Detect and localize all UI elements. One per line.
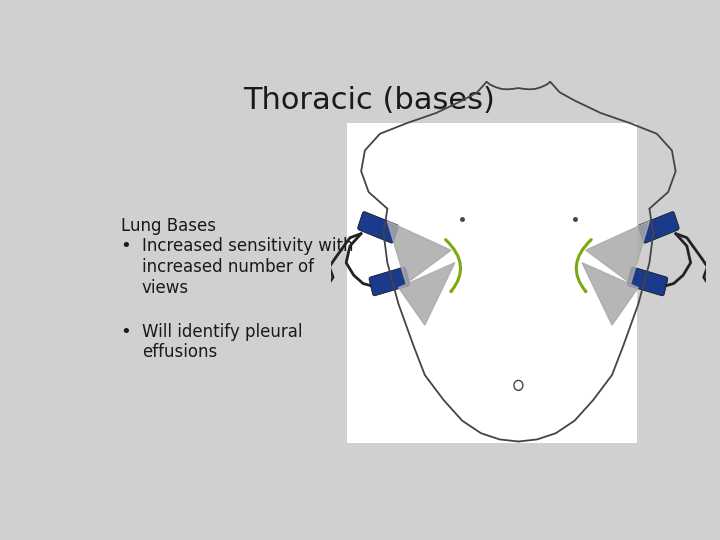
Polygon shape: [586, 221, 649, 284]
Text: •: •: [121, 322, 132, 341]
Text: •: •: [121, 238, 132, 255]
FancyBboxPatch shape: [627, 267, 668, 296]
Text: Will identify pleural
effusions: Will identify pleural effusions: [142, 322, 302, 361]
FancyArrowPatch shape: [576, 240, 591, 292]
Polygon shape: [399, 262, 455, 325]
FancyBboxPatch shape: [369, 267, 410, 296]
FancyBboxPatch shape: [358, 212, 398, 243]
Polygon shape: [387, 221, 451, 284]
Text: Increased sensitivity with
increased number of
views: Increased sensitivity with increased num…: [142, 238, 354, 297]
FancyArrowPatch shape: [446, 240, 461, 292]
Text: Lung Bases: Lung Bases: [121, 217, 216, 234]
Text: Thoracic (bases): Thoracic (bases): [243, 85, 495, 114]
FancyBboxPatch shape: [347, 123, 637, 443]
Polygon shape: [582, 262, 638, 325]
FancyBboxPatch shape: [639, 212, 679, 243]
